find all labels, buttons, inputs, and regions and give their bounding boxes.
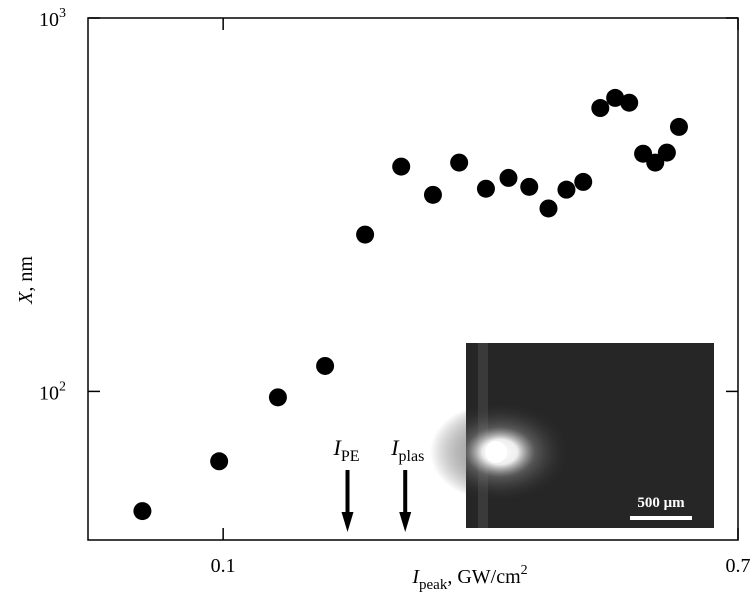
data-point xyxy=(574,172,593,191)
x-axis-label: Ipeak, GW/cm2 xyxy=(411,563,527,593)
data-point xyxy=(133,502,152,521)
data-point xyxy=(657,143,676,162)
y-label-italic: X xyxy=(15,291,37,305)
data-point xyxy=(210,452,229,471)
x-label-sub: peak xyxy=(419,577,448,593)
data-point xyxy=(423,185,442,204)
x-tick-label: 0.1 xyxy=(211,555,236,577)
annotation-label: IPE xyxy=(333,435,360,465)
y-label-text: , nm xyxy=(15,256,37,292)
data-point xyxy=(268,388,287,407)
annotation-label: Iplas xyxy=(390,435,424,465)
data-point xyxy=(620,93,639,112)
annotation-arrowhead xyxy=(399,512,412,532)
annotation-sub: PE xyxy=(341,448,360,465)
annotation-sub: plas xyxy=(399,448,425,465)
data-point xyxy=(669,117,688,136)
x-label-text: , GW/cm xyxy=(447,566,521,588)
annotation-italic: I xyxy=(390,435,400,460)
data-point xyxy=(356,225,375,244)
data-point xyxy=(450,153,469,172)
data-point xyxy=(520,177,539,196)
data-point xyxy=(316,356,335,375)
x-label-sup: 2 xyxy=(521,563,528,578)
x-tick-label: 0.7 xyxy=(726,555,751,577)
data-point xyxy=(476,179,495,198)
data-point xyxy=(499,168,518,187)
y-tick-base: 10 xyxy=(39,382,59,404)
inset-image: 500 μm xyxy=(430,343,714,528)
plot-frame xyxy=(87,17,739,541)
y-tick-exponent: 2 xyxy=(59,379,66,394)
data-point xyxy=(557,180,576,199)
x-label-italic: I xyxy=(411,566,420,588)
data-point xyxy=(606,88,625,107)
y-axis-label: X, nm xyxy=(15,256,37,305)
y-tick-label: 102 xyxy=(39,379,66,404)
y-tick-exponent: 3 xyxy=(59,6,66,21)
annotation-italic: I xyxy=(333,435,343,460)
scale-label: 500 μm xyxy=(637,495,685,511)
data-point xyxy=(539,199,558,218)
annotation-arrowhead xyxy=(341,512,354,532)
y-tick-base: 10 xyxy=(39,9,59,31)
y-tick-label: 103 xyxy=(39,6,66,31)
data-point xyxy=(392,157,411,176)
data-point xyxy=(591,99,610,118)
